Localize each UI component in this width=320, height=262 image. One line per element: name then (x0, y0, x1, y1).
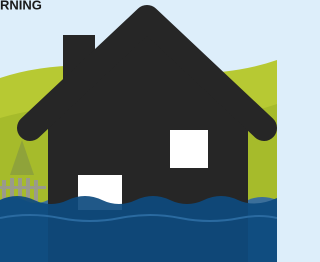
title: RNING (0, 0, 42, 12)
flood-water (0, 196, 277, 262)
flood-illustration: RNING (0, 0, 277, 262)
window (170, 130, 208, 168)
page: {"header": {"title": "RNING"}} RNING (()… (0, 0, 277, 262)
